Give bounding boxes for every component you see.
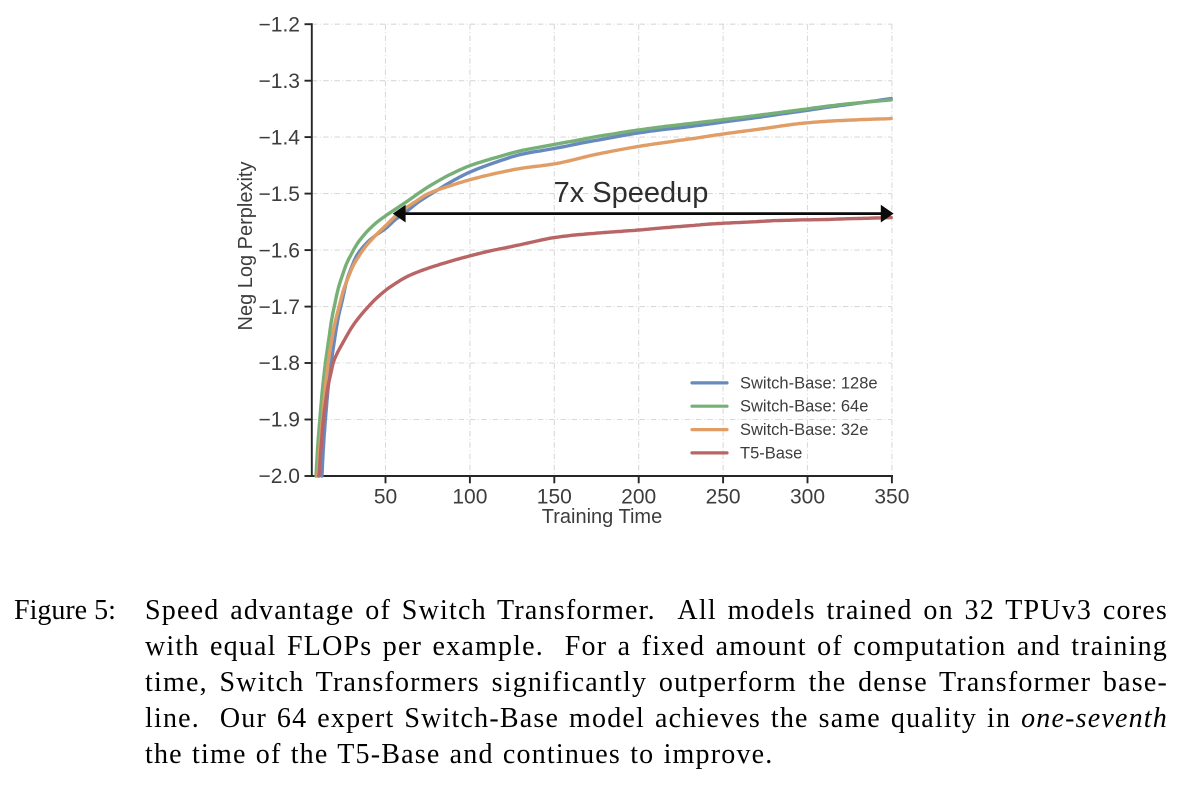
svg-text:T5-Base: T5-Base	[740, 444, 802, 462]
svg-text:−1.6: −1.6	[259, 239, 300, 262]
svg-text:Switch-Base: 32e: Switch-Base: 32e	[740, 421, 868, 439]
svg-text:Neg Log Perplexity: Neg Log Perplexity	[235, 162, 257, 331]
svg-text:Switch-Base: 128e: Switch-Base: 128e	[740, 374, 878, 392]
svg-text:7x Speedup: 7x Speedup	[554, 177, 709, 209]
svg-text:250: 250	[706, 486, 741, 509]
svg-text:350: 350	[874, 486, 909, 509]
svg-text:−1.3: −1.3	[259, 70, 300, 93]
svg-text:−1.4: −1.4	[259, 126, 301, 149]
svg-text:200: 200	[621, 486, 656, 509]
svg-text:−1.5: −1.5	[259, 183, 300, 206]
svg-text:100: 100	[452, 486, 487, 509]
svg-text:−1.7: −1.7	[259, 296, 300, 319]
svg-text:−2.0: −2.0	[259, 465, 300, 488]
svg-text:50: 50	[374, 486, 397, 509]
svg-text:−1.8: −1.8	[259, 352, 300, 375]
svg-text:Switch-Base: 64e: Switch-Base: 64e	[740, 398, 868, 416]
svg-text:Training Time: Training Time	[542, 506, 662, 528]
svg-text:−1.2: −1.2	[259, 13, 300, 36]
svg-text:150: 150	[537, 486, 572, 509]
svg-text:−1.9: −1.9	[259, 409, 300, 432]
svg-text:300: 300	[790, 486, 825, 509]
